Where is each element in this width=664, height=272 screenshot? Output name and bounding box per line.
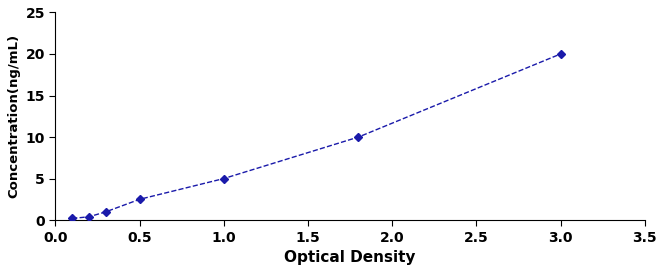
Y-axis label: Concentration(ng/mL): Concentration(ng/mL) <box>7 34 20 198</box>
X-axis label: Optical Density: Optical Density <box>284 250 416 265</box>
